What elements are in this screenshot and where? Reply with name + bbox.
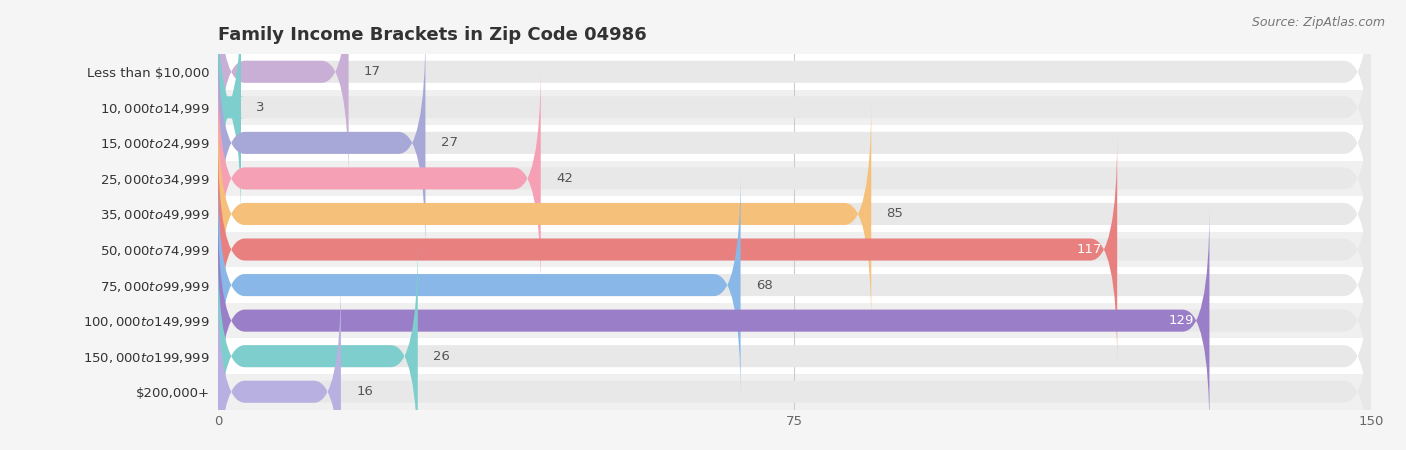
Text: Source: ZipAtlas.com: Source: ZipAtlas.com xyxy=(1251,16,1385,29)
FancyBboxPatch shape xyxy=(218,65,1371,292)
Text: 42: 42 xyxy=(557,172,574,185)
FancyBboxPatch shape xyxy=(218,171,741,399)
FancyBboxPatch shape xyxy=(218,0,1371,221)
Text: 26: 26 xyxy=(433,350,450,363)
FancyBboxPatch shape xyxy=(218,54,1371,90)
Text: 68: 68 xyxy=(756,279,773,292)
FancyBboxPatch shape xyxy=(218,0,1371,185)
Text: 129: 129 xyxy=(1168,314,1194,327)
Text: 27: 27 xyxy=(441,136,458,149)
FancyBboxPatch shape xyxy=(218,65,541,292)
Text: 16: 16 xyxy=(356,385,373,398)
FancyBboxPatch shape xyxy=(218,100,1371,328)
FancyBboxPatch shape xyxy=(218,29,1371,256)
FancyBboxPatch shape xyxy=(218,303,1371,338)
FancyBboxPatch shape xyxy=(218,90,1371,125)
FancyBboxPatch shape xyxy=(218,136,1371,363)
FancyBboxPatch shape xyxy=(218,171,1371,399)
FancyBboxPatch shape xyxy=(218,278,340,450)
FancyBboxPatch shape xyxy=(214,0,245,221)
FancyBboxPatch shape xyxy=(218,0,349,185)
FancyBboxPatch shape xyxy=(218,243,418,450)
FancyBboxPatch shape xyxy=(218,161,1371,196)
FancyBboxPatch shape xyxy=(218,338,1371,374)
FancyBboxPatch shape xyxy=(218,278,1371,450)
FancyBboxPatch shape xyxy=(218,196,1371,232)
FancyBboxPatch shape xyxy=(218,207,1209,434)
FancyBboxPatch shape xyxy=(218,125,1371,161)
FancyBboxPatch shape xyxy=(218,267,1371,303)
Text: 117: 117 xyxy=(1077,243,1102,256)
FancyBboxPatch shape xyxy=(218,100,872,328)
Text: 17: 17 xyxy=(364,65,381,78)
FancyBboxPatch shape xyxy=(218,374,1371,410)
FancyBboxPatch shape xyxy=(218,136,1118,363)
Text: 3: 3 xyxy=(256,101,264,114)
FancyBboxPatch shape xyxy=(218,29,426,256)
Text: Family Income Brackets in Zip Code 04986: Family Income Brackets in Zip Code 04986 xyxy=(218,26,647,44)
FancyBboxPatch shape xyxy=(218,207,1371,434)
FancyBboxPatch shape xyxy=(218,243,1371,450)
Text: 85: 85 xyxy=(887,207,904,220)
FancyBboxPatch shape xyxy=(218,232,1371,267)
